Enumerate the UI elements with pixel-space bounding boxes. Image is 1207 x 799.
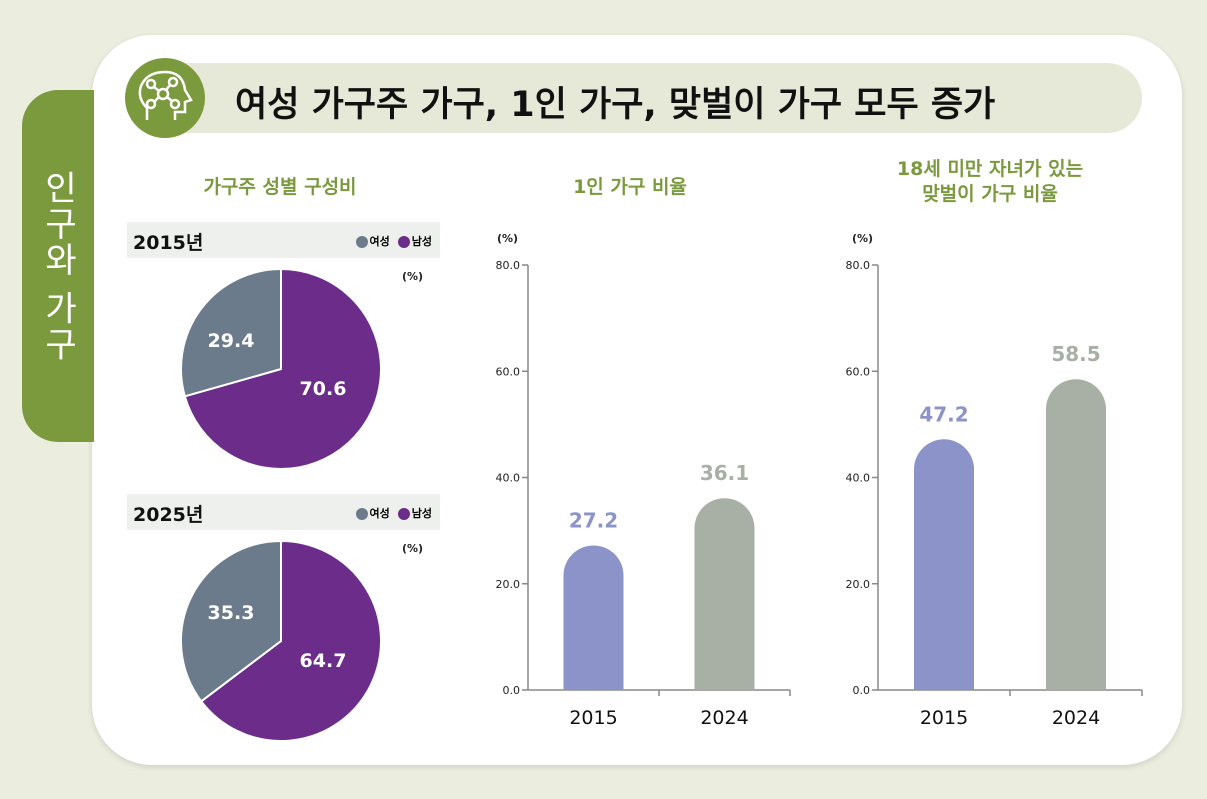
year-header-2025: 2025년 여성 남성 xyxy=(127,494,440,530)
bar-value-label: 58.5 xyxy=(1051,342,1100,366)
legend-female: 여성 xyxy=(355,233,390,249)
legend: 여성 남성 xyxy=(355,233,432,249)
pie-label-female: 35.3 xyxy=(208,602,255,624)
bar-2015 xyxy=(563,545,624,690)
title-line: 맞벌이 가구 비율 xyxy=(922,183,1058,205)
head-network-icon xyxy=(125,58,205,138)
x-tick-label: 2015 xyxy=(569,707,617,729)
title-line: 18세 미만 자녀가 있는 xyxy=(896,158,1084,180)
year-header-2015: 2015년 여성 남성 xyxy=(127,222,440,258)
pie-label-female: 29.4 xyxy=(208,330,255,352)
unit-label: (%) xyxy=(402,270,424,283)
legend-male: 남성 xyxy=(397,233,432,249)
x-tick-label: 2015 xyxy=(920,707,968,729)
page-title: 여성 가구주 가구, 1인 가구, 맞벌이 가구 모두 증가 xyxy=(235,85,996,125)
y-tick-label: 80.0 xyxy=(496,259,521,272)
y-axis-unit: (%) xyxy=(497,232,519,245)
y-tick-label: 80.0 xyxy=(846,259,871,272)
pie-slice-male xyxy=(199,539,382,742)
y-tick-label: 20.0 xyxy=(846,578,871,591)
pie-chart-title: 가구주 성별 구성비 xyxy=(203,176,357,198)
pie-label-male: 64.7 xyxy=(300,650,347,672)
legend: 여성 남성 xyxy=(355,505,432,521)
bar-2024 xyxy=(1046,379,1106,690)
x-tick-label: 2024 xyxy=(1052,707,1100,729)
pie-slice-female xyxy=(180,539,282,703)
y-tick-label: 60.0 xyxy=(846,365,871,378)
bar-value-label: 47.2 xyxy=(919,402,968,426)
y-tick-label: 40.0 xyxy=(496,472,521,485)
bar-value-label: 27.2 xyxy=(569,509,618,533)
pie-slice-male xyxy=(183,267,382,470)
side-tab: 인구와 가구 xyxy=(22,90,94,442)
year-label: 2015년 xyxy=(133,232,204,254)
bar-2024 xyxy=(694,498,755,690)
y-tick-label: 20.0 xyxy=(496,578,521,591)
y-tick-label: 40.0 xyxy=(846,472,871,485)
unit-label: (%) xyxy=(402,542,424,555)
bar-value-label: 36.1 xyxy=(700,461,749,485)
y-axis-unit: (%) xyxy=(852,232,874,245)
bar-chart-1-title: 1인 가구 비율 xyxy=(573,176,687,198)
title-bar xyxy=(150,63,1142,133)
pie-label-male: 70.6 xyxy=(300,378,347,400)
legend-male: 남성 xyxy=(397,505,432,521)
year-label: 2025년 xyxy=(133,504,204,526)
bar-2015 xyxy=(914,439,974,690)
y-tick-label: 0.0 xyxy=(853,684,871,697)
y-tick-label: 60.0 xyxy=(496,365,521,378)
legend-female: 여성 xyxy=(355,505,390,521)
pie-slice-female xyxy=(180,267,282,398)
x-tick-label: 2024 xyxy=(700,707,748,729)
y-tick-label: 0.0 xyxy=(503,684,521,697)
